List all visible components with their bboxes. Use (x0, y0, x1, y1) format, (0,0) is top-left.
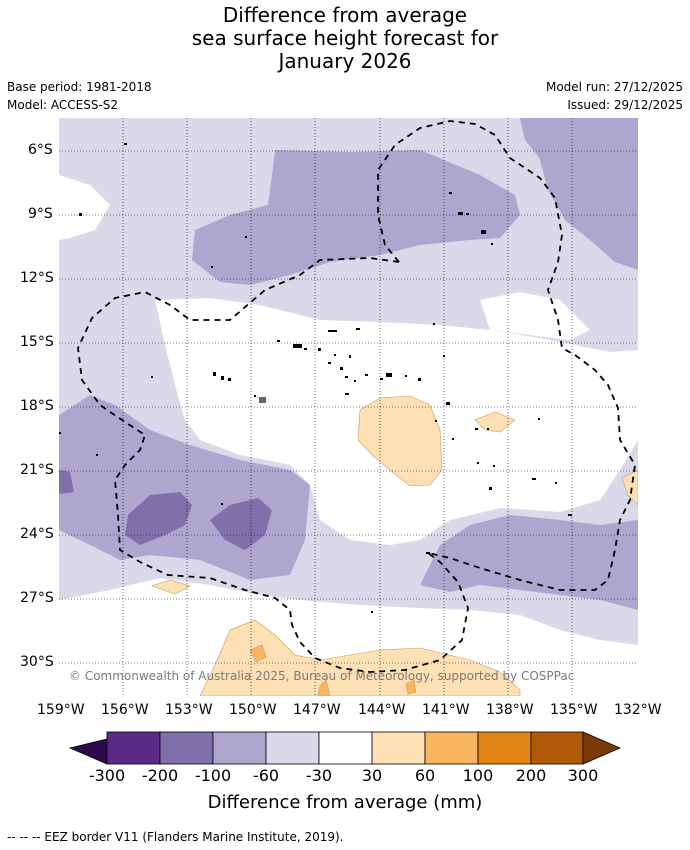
anomaly-core-edge (59, 470, 74, 494)
colorbar-bin-6 (371, 731, 426, 765)
meta-right: Model run: 27/12/2025 Issued: 29/12/2025 (546, 78, 683, 114)
lat-label-21s: 21°S (20, 462, 54, 478)
lon-label-132w: 132°W (614, 702, 662, 718)
lat-label-12s: 12°S (20, 270, 54, 286)
chart-title: Difference from average sea surface heig… (0, 4, 690, 73)
colorbar-label-7: 60 (414, 766, 436, 785)
title-line-2: sea surface height forecast for (191, 26, 499, 50)
colorbar-bin-3 (212, 731, 267, 765)
positive-anomaly-south (199, 619, 521, 696)
lon-label-150w: 150°W (229, 702, 277, 718)
colorbar-label-3: -100 (194, 766, 232, 785)
title-line-1: Difference from average (222, 3, 468, 27)
map-plot-area (59, 118, 638, 696)
graticule (59, 118, 638, 696)
positive-anomaly-edge-east (621, 469, 638, 506)
eez-footnote: -- -- -- EEZ border V11 (Flanders Marine… (7, 830, 344, 844)
colorbar-bin-8 (477, 731, 532, 765)
colorbar-label-2: -200 (141, 766, 179, 785)
lon-label-147w: 147°W (293, 702, 341, 718)
lon-label-159w: 159°W (37, 702, 85, 718)
strong-positive-patch-2 (317, 679, 331, 696)
colorbar-label-10: 300 (567, 766, 599, 785)
model-run: Model run: 27/12/2025 (545, 80, 683, 94)
base-period: Base period: 1981-2018 (7, 80, 152, 94)
anomaly-region-north-band (192, 150, 520, 285)
meta-left: Base period: 1981-2018 Model: ACCESS-S2 (7, 78, 152, 114)
anomaly-core-west (125, 492, 192, 545)
colorbar-bin-2 (159, 731, 214, 765)
lon-label-135w: 135°W (550, 702, 598, 718)
lon-label-144w: 144°W (358, 702, 406, 718)
eez-border-cook-islands (77, 257, 469, 673)
eez-border-marquesas (377, 120, 636, 591)
colorbar-extend-high (582, 731, 622, 765)
colorbar-bin-5 (318, 731, 373, 765)
lat-label-27s: 27°S (20, 590, 54, 606)
lat-label-6s: 6°S (28, 142, 53, 158)
islands (59, 143, 572, 613)
model-name: Model: ACCESS-S2 (7, 98, 119, 112)
copyright-notice: © Commonwealth of Australia 2025, Bureau… (69, 669, 575, 683)
lat-label-24s: 24°S (20, 526, 54, 542)
colorbar-extend-low (68, 738, 108, 765)
colorbar-label-6: 30 (361, 766, 383, 785)
colorbar-bin-1 (106, 731, 161, 765)
lon-label-141w: 141°W (422, 702, 470, 718)
eez-borders (77, 120, 636, 673)
title-line-3: January 2026 (278, 49, 412, 73)
positive-anomaly-southwest (151, 579, 191, 595)
issued-date: Issued: 29/12/2025 (567, 98, 683, 112)
lon-label-153w: 153°W (165, 702, 213, 718)
colorbar-bin-9 (530, 731, 584, 765)
strong-positive-patch-3 (405, 679, 417, 695)
colorbar-label-9: 200 (515, 766, 547, 785)
strong-positive-patch-1 (249, 644, 267, 663)
colorbar-label-1: -300 (88, 766, 126, 785)
near-average-northwest (59, 175, 110, 240)
colorbar-bin-7 (424, 731, 479, 765)
colorbar-label-8: 100 (462, 766, 494, 785)
lat-label-18s: 18°S (20, 398, 54, 414)
colorbar (68, 731, 622, 765)
positive-anomaly-east (474, 411, 516, 433)
lat-label-15s: 15°S (20, 334, 54, 350)
positive-anomaly-central (357, 395, 443, 487)
colorbar-title: Difference from average (mm) (207, 792, 483, 813)
lat-label-30s: 30°S (20, 654, 54, 670)
colorbar-label-4: -60 (252, 766, 280, 785)
near-average-south (59, 578, 638, 696)
lat-label-9s: 9°S (28, 206, 53, 222)
lon-label-156w: 156°W (101, 702, 149, 718)
anomaly-region-southeast-band (420, 515, 638, 610)
anomaly-region-northeast (528, 118, 638, 270)
near-average-northeast (480, 292, 590, 340)
lon-label-138w: 138°W (486, 702, 534, 718)
colorbar-bin-4 (265, 731, 320, 765)
anomaly-core-central (210, 498, 272, 550)
colorbar-label-5: -30 (305, 766, 333, 785)
